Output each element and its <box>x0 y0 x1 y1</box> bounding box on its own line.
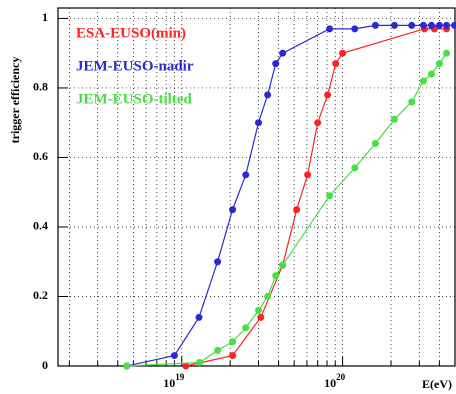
data-point <box>254 306 262 314</box>
data-point <box>272 272 280 280</box>
data-point <box>229 206 237 214</box>
series-line <box>126 24 455 367</box>
x-tick-label: 1020 <box>324 372 346 390</box>
data-point <box>272 60 280 68</box>
x-tick-label: 1019 <box>163 372 185 390</box>
data-point <box>326 192 334 200</box>
legend-entry: ESA-EUSO(min) <box>76 25 186 41</box>
y-tick-label: 0.4 <box>33 219 48 233</box>
data-point <box>451 21 456 29</box>
data-point <box>196 359 204 367</box>
data-point <box>351 164 359 172</box>
data-point <box>419 21 427 29</box>
data-point <box>304 171 312 179</box>
data-point <box>264 91 272 99</box>
x-tick-base: 10 <box>163 376 175 390</box>
data-point <box>279 49 287 57</box>
data-point <box>390 21 398 29</box>
x-axis-label: E(eV) <box>422 377 452 391</box>
y-tick-label: 0 <box>42 358 48 372</box>
data-point <box>435 21 443 29</box>
legend-entry: JEM-EUSO-nadir <box>76 58 194 74</box>
data-point <box>293 206 301 214</box>
y-tick-label: 1 <box>42 10 48 24</box>
plot-frame <box>57 7 456 367</box>
data-point <box>427 21 435 29</box>
data-point <box>170 352 178 360</box>
data-point <box>408 98 416 106</box>
data-point <box>427 70 435 78</box>
data-point <box>242 171 250 179</box>
data-point <box>339 49 347 57</box>
data-point <box>314 119 322 127</box>
data-point <box>443 21 451 29</box>
data-point <box>214 258 222 266</box>
data-point <box>229 352 237 360</box>
y-tick-label: 0.6 <box>33 149 48 163</box>
data-point <box>264 292 272 300</box>
legend-entry: JEM-EUSO-tilted <box>76 91 192 107</box>
data-point <box>214 346 222 354</box>
series-line <box>185 28 447 367</box>
data-point <box>254 119 262 127</box>
data-point <box>390 115 398 123</box>
data-point <box>371 21 379 29</box>
x-tick-base: 10 <box>324 376 336 390</box>
data-point <box>182 362 190 370</box>
data-point <box>351 25 359 33</box>
data-point <box>419 77 427 85</box>
data-point <box>443 49 451 57</box>
data-point <box>257 313 265 321</box>
y-tick-label: 0.2 <box>33 288 48 302</box>
x-tick-exponent: 19 <box>175 372 185 382</box>
data-point <box>279 261 287 269</box>
data-point <box>332 60 340 68</box>
y-axis-label: trigger efficiency <box>8 57 22 144</box>
data-point <box>435 60 443 68</box>
x-tick-exponent: 20 <box>336 372 346 382</box>
data-point <box>408 21 416 29</box>
data-point <box>195 313 203 321</box>
data-point <box>324 91 332 99</box>
data-point <box>371 140 379 148</box>
data-point <box>123 362 131 370</box>
data-point <box>326 25 334 33</box>
y-tick-label: 0.8 <box>33 80 48 94</box>
data-point <box>242 324 250 332</box>
data-point <box>229 338 237 346</box>
